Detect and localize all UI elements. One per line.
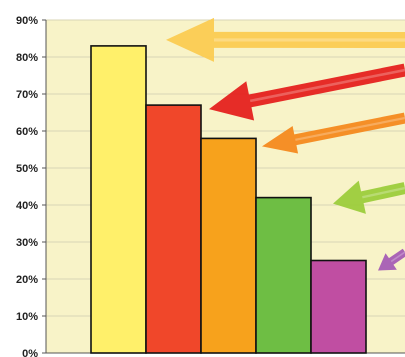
annotation-arrow <box>333 180 405 214</box>
bar <box>255 196 312 354</box>
y-tick-label: 30% <box>16 237 38 249</box>
y-tick-label: 90% <box>16 15 38 27</box>
annotation-arrow-highlight <box>249 68 405 103</box>
y-tick-label: 0% <box>22 348 38 357</box>
y-tick-label: 70% <box>16 89 38 101</box>
annotation-arrows <box>166 17 405 271</box>
bar <box>310 259 367 354</box>
annotation-arrow <box>209 63 405 121</box>
y-tick-label: 80% <box>16 52 38 64</box>
annotation-arrow-highlight <box>362 186 405 199</box>
y-tick-label: 40% <box>16 200 38 212</box>
annotation-arrow <box>262 112 405 154</box>
bar <box>145 104 202 354</box>
bar <box>90 45 147 354</box>
bar <box>200 137 257 354</box>
bars <box>90 45 367 354</box>
y-tick-label: 10% <box>16 311 38 323</box>
annotation-arrow <box>378 248 405 271</box>
y-tick-label: 20% <box>16 274 38 286</box>
y-tick-label: 50% <box>16 163 38 175</box>
annotation-arrow-highlight <box>390 251 405 263</box>
y-tick-label: 60% <box>16 126 38 138</box>
y-axis: 0% 10% 20% 30% 40% 50% 60% 70% 80% 90% <box>16 15 405 357</box>
annotation-arrow-highlight <box>295 116 405 141</box>
annotation-arrow <box>166 17 405 62</box>
